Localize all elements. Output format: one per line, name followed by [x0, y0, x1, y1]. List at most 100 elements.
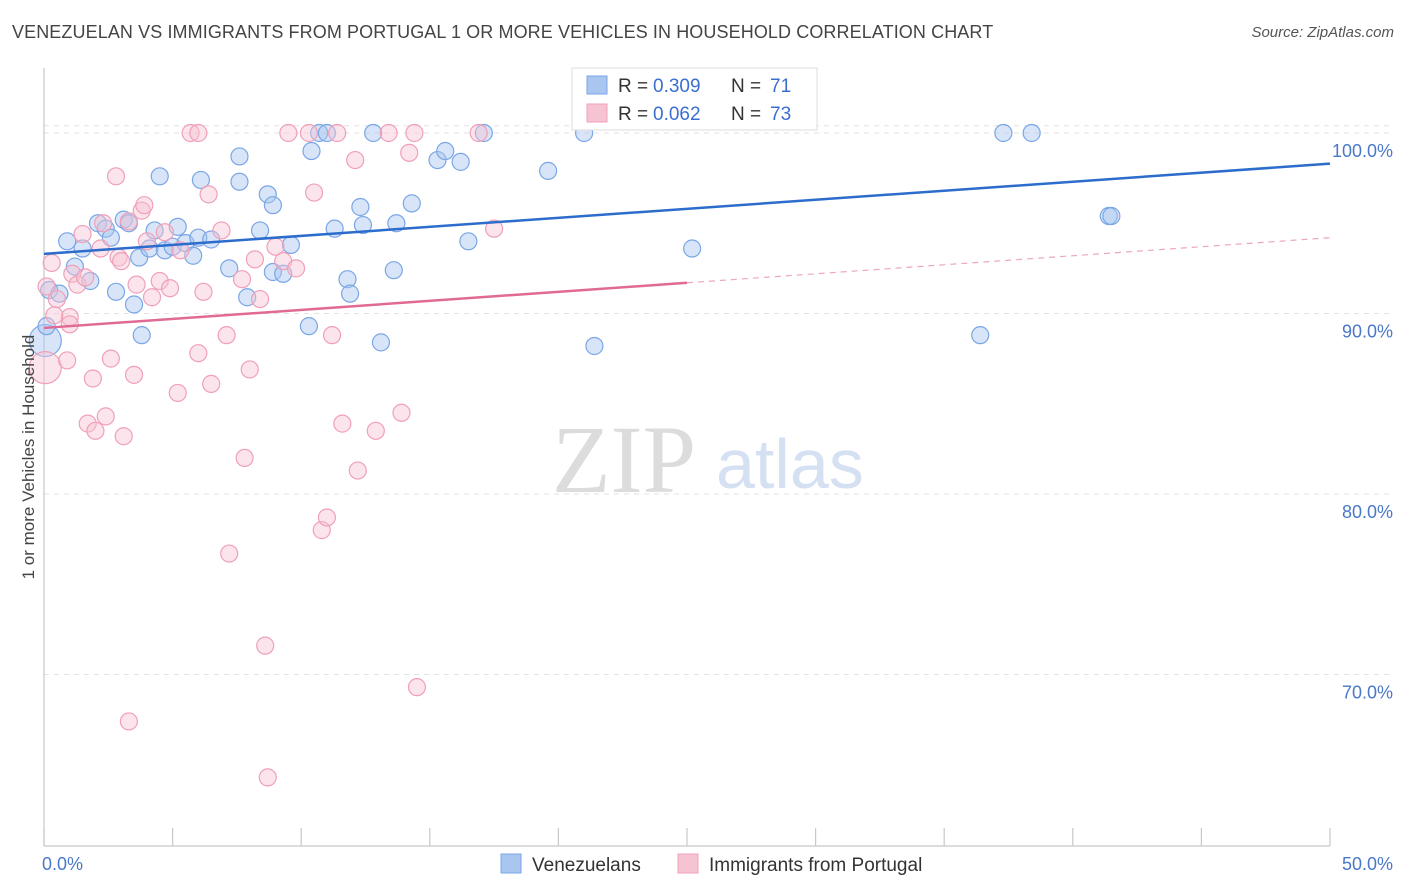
x-ticks	[43, 828, 1331, 846]
venezuelan-point	[539, 161, 558, 180]
portugal-point	[76, 268, 95, 287]
stats-legend: R = 0.309 N = 71 R = 0.062 N = 73	[571, 67, 818, 131]
portugal-point	[101, 349, 120, 368]
venezuelan-point	[353, 215, 373, 235]
venezuelan-point	[124, 295, 144, 314]
venezuelan-point	[106, 282, 126, 301]
portugal-point	[83, 369, 102, 388]
trend-lines	[43, 162, 1331, 330]
portugal-point	[469, 123, 488, 143]
portugal-point	[73, 224, 92, 244]
y-tick-label: 90.0%	[1342, 321, 1393, 341]
portugal-point	[317, 508, 337, 527]
venezuelan-point	[459, 232, 478, 251]
portugal-point	[124, 365, 144, 384]
venezuelan-point	[150, 167, 169, 186]
x-tick-label-max: 50.0%	[1342, 854, 1393, 874]
portugal-point	[28, 351, 62, 385]
portugal-point	[47, 289, 66, 309]
portugal-point	[106, 167, 126, 186]
portugal-point	[155, 223, 174, 242]
portugal-point	[112, 252, 131, 271]
portugal-point	[405, 123, 424, 143]
portugal-point	[400, 143, 419, 162]
portugal-point	[245, 250, 265, 269]
portugal-point	[240, 360, 259, 379]
source-label: Source: ZipAtlas.com	[1251, 24, 1394, 41]
venezuelan-point	[338, 270, 357, 289]
portugal-point	[256, 636, 275, 655]
legend-n-value: 71	[770, 76, 791, 97]
portugal-point	[379, 123, 398, 143]
venezuelan-point	[451, 152, 470, 171]
legend-swatch-venezuelans	[500, 853, 522, 874]
portugal-point	[160, 279, 180, 298]
legend-n-label: N =	[731, 76, 761, 97]
venezuelan-point	[351, 197, 370, 217]
venezuelan-point	[132, 326, 151, 345]
portugal-point	[86, 421, 105, 440]
portugal-point	[250, 289, 270, 309]
portugal-point	[212, 221, 231, 240]
venezuelan-point	[364, 123, 383, 143]
y-axis-label: 1 or more Vehicles in Household	[19, 335, 38, 580]
series-legend: Venezuelans Immigrants from Portugal	[500, 853, 922, 876]
portugal-point	[366, 421, 385, 440]
portugal-point	[322, 326, 342, 345]
venezuelan-point	[371, 333, 391, 352]
portugal-point	[407, 678, 427, 697]
portugal-point	[202, 374, 221, 393]
portugal-point	[168, 383, 187, 403]
portugal-point	[194, 282, 213, 301]
venezuelan-point	[230, 147, 249, 166]
venezuelan-point	[340, 284, 360, 303]
y-tick-label: 80.0%	[1342, 502, 1393, 522]
y-tick-label: 100.0%	[1332, 141, 1393, 161]
legend-swatch-venezuelans	[586, 75, 608, 95]
legend-box	[571, 67, 818, 131]
venezuelan-point	[302, 141, 321, 161]
portugal-point	[181, 123, 200, 143]
legend-r-value: 0.309	[653, 76, 701, 97]
legend-r-value: 0.062	[653, 104, 701, 125]
portugal-point	[304, 183, 324, 202]
venezuelan-point	[58, 232, 77, 251]
venezuelan-point	[585, 336, 604, 356]
y-tick-labels: 70.0% 80.0% 90.0% 100.0%	[1332, 141, 1393, 703]
venezuelan-point	[971, 326, 990, 345]
venezuelan-point	[474, 123, 493, 143]
venezuelan-point	[250, 221, 270, 240]
venezuelan-point	[263, 196, 283, 215]
portugal-point	[346, 150, 365, 170]
chart-title: VENEZUELAN VS IMMIGRANTS FROM PORTUGAL 1…	[12, 22, 994, 42]
portugal-point	[68, 275, 87, 294]
portugal-point	[220, 544, 239, 563]
portugal-point	[171, 241, 190, 260]
legend-r-label: R =	[618, 104, 648, 125]
venezuelan-point	[310, 123, 329, 143]
portugal-point	[150, 271, 169, 291]
portugal-point	[199, 185, 218, 204]
portugal-point	[333, 414, 352, 433]
legend-n-value: 73	[770, 104, 791, 125]
venezuelan-point	[258, 185, 277, 204]
x-tick-label-min: 0.0%	[42, 854, 83, 874]
portugal-point	[232, 270, 252, 289]
portugal-point	[96, 407, 115, 426]
venezuelan-point	[281, 235, 301, 255]
legend-label-portugal: Immigrants from Portugal	[709, 855, 922, 876]
watermark-zip: ZIP	[552, 406, 696, 513]
portugal-point	[119, 712, 138, 731]
portugal-point	[286, 259, 306, 278]
venezuelan-point	[230, 172, 249, 191]
portugal-point	[114, 427, 133, 446]
portugal-point	[58, 351, 77, 370]
portugal-point	[135, 196, 154, 215]
portugal-point	[279, 123, 298, 143]
portugal-point	[485, 219, 504, 238]
portugal-point	[299, 123, 319, 143]
y-tick-label: 70.0%	[1342, 683, 1393, 703]
legend-label-venezuelans: Venezuelans	[532, 855, 641, 876]
portugal-point	[119, 212, 138, 231]
portugal-point	[258, 768, 277, 787]
